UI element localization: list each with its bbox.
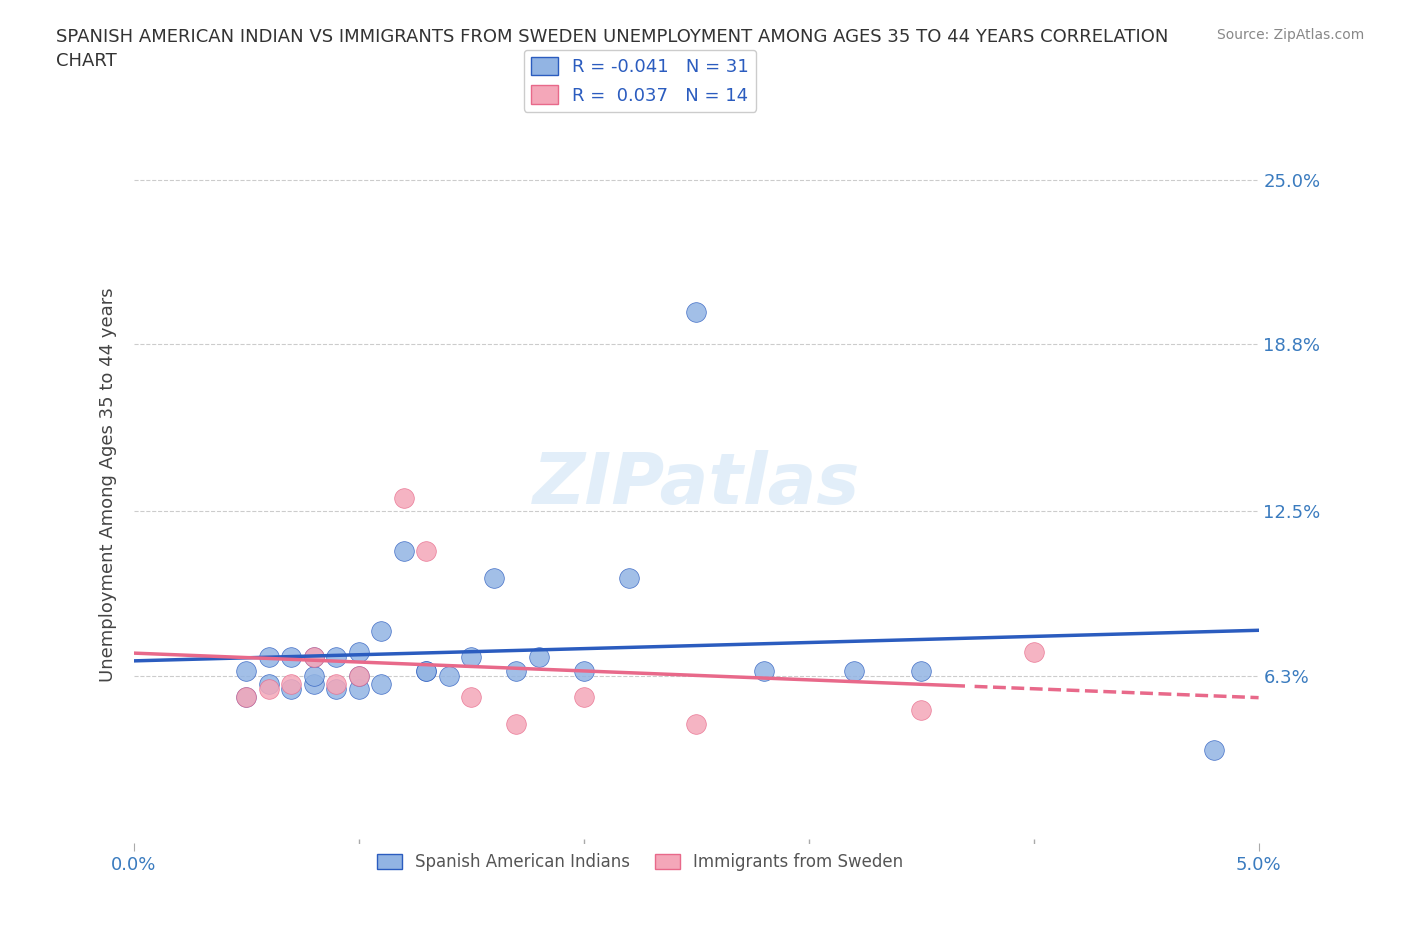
Point — [325, 676, 347, 691]
Point — [347, 644, 370, 659]
Point — [617, 570, 640, 585]
Point — [415, 663, 437, 678]
Legend: Spanish American Indians, Immigrants from Sweden: Spanish American Indians, Immigrants fro… — [370, 846, 910, 878]
Point — [415, 663, 437, 678]
Point — [347, 669, 370, 684]
Point — [842, 663, 865, 678]
Point — [302, 650, 325, 665]
Point — [302, 669, 325, 684]
Point — [415, 544, 437, 559]
Text: Source: ZipAtlas.com: Source: ZipAtlas.com — [1216, 28, 1364, 42]
Point — [257, 650, 280, 665]
Point — [325, 682, 347, 697]
Point — [1022, 644, 1045, 659]
Point — [235, 663, 257, 678]
Point — [572, 690, 595, 705]
Point — [685, 716, 707, 731]
Point — [280, 676, 302, 691]
Point — [572, 663, 595, 678]
Point — [685, 305, 707, 320]
Point — [347, 682, 370, 697]
Point — [280, 650, 302, 665]
Y-axis label: Unemployment Among Ages 35 to 44 years: Unemployment Among Ages 35 to 44 years — [100, 287, 117, 683]
Point — [257, 682, 280, 697]
Text: ZIPatlas: ZIPatlas — [533, 450, 860, 519]
Point — [325, 650, 347, 665]
Point — [505, 663, 527, 678]
Point — [910, 663, 932, 678]
Point — [505, 716, 527, 731]
Point — [235, 690, 257, 705]
Point — [302, 650, 325, 665]
Point — [347, 669, 370, 684]
Point — [302, 676, 325, 691]
Point — [370, 676, 392, 691]
Point — [392, 491, 415, 506]
Point — [392, 544, 415, 559]
Point — [460, 650, 482, 665]
Point — [482, 570, 505, 585]
Point — [257, 676, 280, 691]
Point — [910, 703, 932, 718]
Point — [752, 663, 775, 678]
Point — [527, 650, 550, 665]
Text: SPANISH AMERICAN INDIAN VS IMMIGRANTS FROM SWEDEN UNEMPLOYMENT AMONG AGES 35 TO : SPANISH AMERICAN INDIAN VS IMMIGRANTS FR… — [56, 28, 1168, 70]
Point — [370, 623, 392, 638]
Point — [437, 669, 460, 684]
Point — [1202, 743, 1225, 758]
Point — [235, 690, 257, 705]
Point — [460, 690, 482, 705]
Point — [280, 682, 302, 697]
